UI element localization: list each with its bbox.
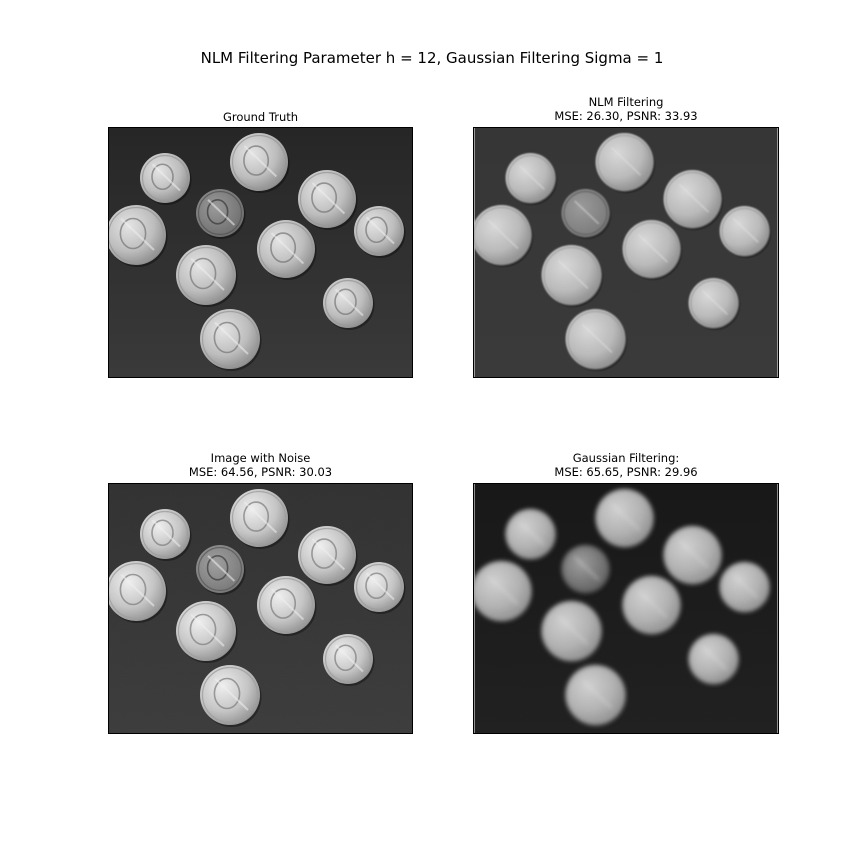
coin (323, 278, 375, 330)
panel-title-noisy: Image with Noise MSE: 64.56, PSNR: 30.03 (108, 451, 413, 479)
coin (257, 220, 317, 280)
gaussian-filtered-image (473, 483, 779, 734)
panel-title-text: Ground Truth (222, 110, 299, 124)
coin (541, 245, 603, 307)
ground-truth-image (108, 127, 413, 378)
coin (561, 189, 611, 239)
coin (474, 205, 533, 267)
noise-overlay (109, 484, 412, 733)
coin (176, 245, 238, 307)
coin (196, 189, 246, 239)
coin (595, 133, 655, 193)
coin (505, 153, 557, 205)
panel-title-text: Gaussian Filtering: (572, 451, 680, 465)
coin (230, 133, 290, 193)
noisy-image (108, 483, 413, 734)
panel-metrics-text: MSE: 65.65, PSNR: 29.96 (554, 465, 698, 479)
noise-overlay (474, 484, 778, 733)
panel-metrics-text: MSE: 26.30, PSNR: 33.93 (554, 109, 698, 123)
coin (298, 170, 358, 230)
coin (109, 205, 168, 267)
panel-metrics-text: MSE: 64.56, PSNR: 30.03 (188, 465, 333, 479)
coin (622, 220, 682, 280)
coin (565, 309, 627, 371)
coin (663, 170, 723, 230)
coin (140, 153, 192, 205)
panel-title-nlm: NLM Filtering MSE: 26.30, PSNR: 33.93 (473, 95, 779, 123)
panel-title-ground-truth: Ground Truth (108, 110, 413, 124)
panel-title-text: NLM Filtering (588, 95, 664, 109)
coin (719, 206, 771, 258)
coin (200, 309, 262, 371)
coin (354, 206, 406, 258)
panel-title-text: Image with Noise (210, 451, 311, 465)
panel-title-gaussian: Gaussian Filtering: MSE: 65.65, PSNR: 29… (473, 451, 779, 479)
coin (688, 278, 740, 330)
nlm-filtered-image (473, 127, 779, 378)
figure-suptitle: NLM Filtering Parameter h = 12, Gaussian… (200, 49, 664, 67)
